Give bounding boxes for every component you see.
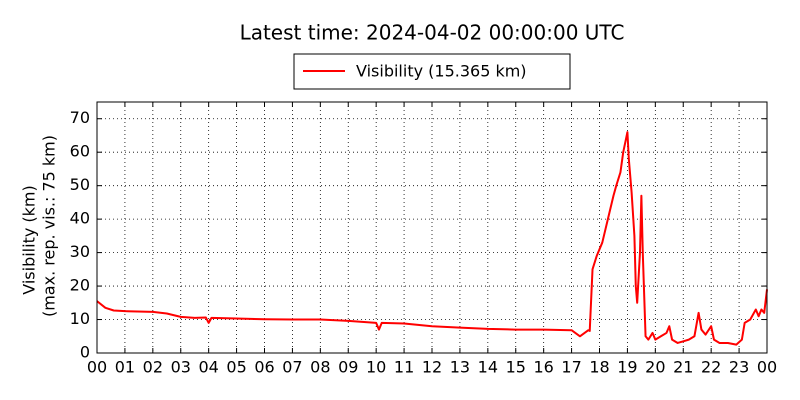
data-line xyxy=(96,131,768,346)
chart-title: Latest time: 2024-04-02 00:00:00 UTC xyxy=(240,21,625,45)
x-tick-label: 09 xyxy=(338,358,358,377)
x-tick-label: 05 xyxy=(226,358,246,377)
y-tick-label: 30 xyxy=(70,242,90,261)
x-tick-label: 12 xyxy=(422,358,442,377)
y-tick-label: 50 xyxy=(70,175,90,194)
y-tick-label: 20 xyxy=(70,276,90,295)
legend-label: Visibility (15.365 km) xyxy=(356,62,527,81)
y-tick-label: 40 xyxy=(70,209,90,228)
y-tick-label: 0 xyxy=(80,343,90,362)
x-tick-label: 00 xyxy=(757,358,777,377)
x-tick-label: 23 xyxy=(729,358,749,377)
x-tick-label: 03 xyxy=(171,358,191,377)
x-tick-label: 13 xyxy=(450,358,470,377)
y-axis-label: (max. rep. vis.: 75 km) xyxy=(40,135,59,317)
x-tick-label: 07 xyxy=(282,358,302,377)
x-tick-label: 08 xyxy=(310,358,330,377)
x-tick-label: 18 xyxy=(589,358,609,377)
x-tick-label: 02 xyxy=(143,358,163,377)
plot-frame xyxy=(96,101,768,354)
x-tick-label: 21 xyxy=(673,358,693,377)
y-tick-label: 10 xyxy=(70,309,90,328)
x-tick-label: 04 xyxy=(198,358,218,377)
y-axis-label: Visibility (km) xyxy=(20,185,39,294)
x-tick-label: 20 xyxy=(645,358,665,377)
x-tick-label: 00 xyxy=(87,358,107,377)
x-tick-label: 10 xyxy=(366,358,386,377)
x-tick-label: 11 xyxy=(394,358,414,377)
x-tick-label: 19 xyxy=(617,358,637,377)
x-tick-label: 06 xyxy=(254,358,274,377)
y-tick-label: 60 xyxy=(70,142,90,161)
x-tick-label: 14 xyxy=(478,358,498,377)
x-tick-label: 16 xyxy=(533,358,553,377)
x-tick-label: 17 xyxy=(561,358,581,377)
x-tick-label: 01 xyxy=(115,358,135,377)
x-tick-label: 15 xyxy=(506,358,526,377)
x-tick-label: 22 xyxy=(701,358,721,377)
y-tick-label: 70 xyxy=(70,108,90,127)
